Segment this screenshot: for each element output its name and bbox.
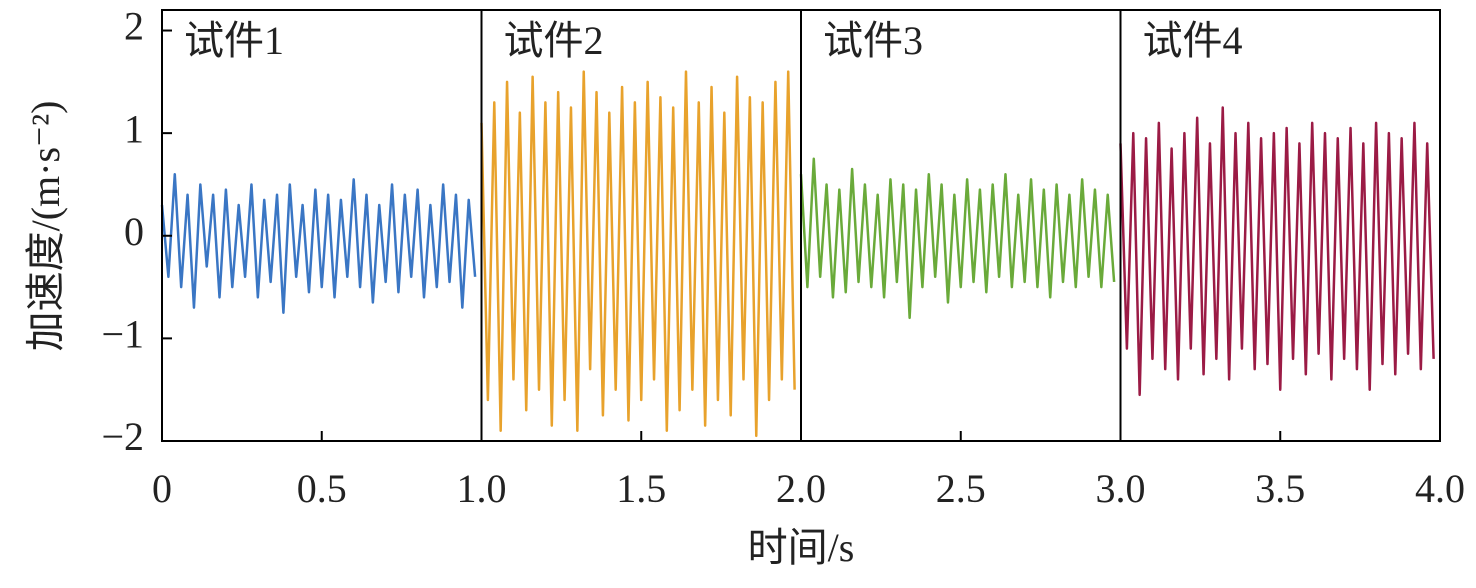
y-tick-label: −2 [101,414,144,459]
x-tick-label: 3.0 [1096,466,1146,511]
x-tick-label: 4.0 [1415,466,1465,511]
signal-line [480,70,796,438]
y-tick-label: −1 [101,312,144,357]
specimen-label: 试件1 [184,18,284,63]
specimen-label: 试件4 [1143,18,1243,63]
x-tick-label: 3.5 [1255,466,1305,511]
y-tick-label: 0 [124,209,144,254]
x-tick-label: 2.0 [776,466,826,511]
x-tick-label: 1.0 [457,466,507,511]
signal-line [799,157,1116,320]
x-axis-label: 时间/s [748,525,855,570]
y-tick-label: 2 [124,4,144,49]
y-axis-label: 加速度/(m·s⁻²) [23,101,68,352]
signal-line [160,172,477,314]
x-tick-label: 0.5 [297,466,347,511]
x-tick-label: 2.5 [936,466,986,511]
y-tick-label: 1 [124,106,144,151]
x-tick-label: 0 [152,466,172,511]
specimen-label: 试件2 [504,18,604,63]
x-tick-label: 1.5 [616,466,666,511]
signal-line [1119,106,1435,397]
specimen-label: 试件3 [823,18,923,63]
